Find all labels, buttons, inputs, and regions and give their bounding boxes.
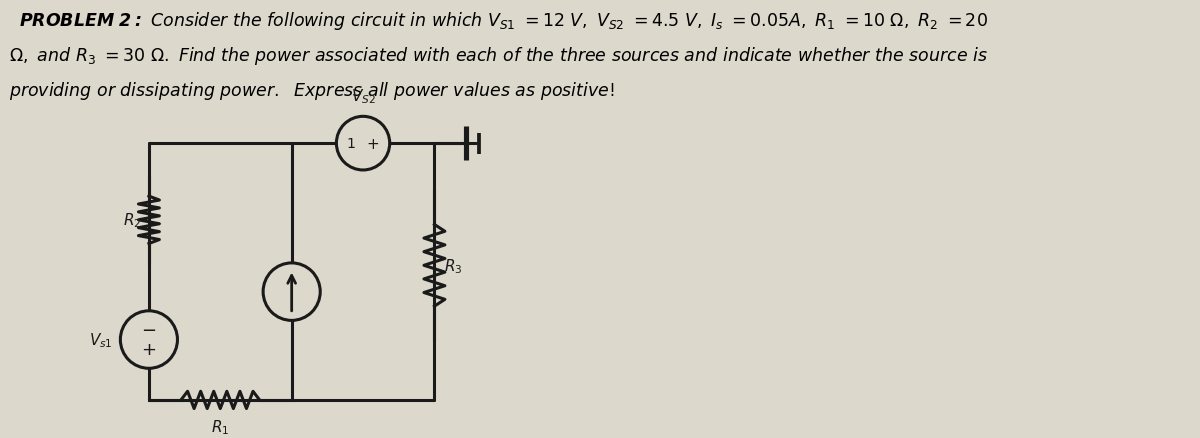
Text: $I_s$: $I_s$ xyxy=(269,287,281,306)
Text: $R_3$: $R_3$ xyxy=(444,256,462,275)
Text: $\it{providing\ or\ dissipating\ power.\ \ Express\ all\ power\ values\ as\ posi: $\it{providing\ or\ dissipating\ power.\… xyxy=(10,80,614,102)
Text: $V_{s1}$: $V_{s1}$ xyxy=(89,330,113,349)
Circle shape xyxy=(120,311,178,368)
Text: $V_{S2}$: $V_{S2}$ xyxy=(350,87,376,106)
Text: $R_2$: $R_2$ xyxy=(124,211,142,230)
Text: $R_1$: $R_1$ xyxy=(211,417,229,436)
Text: $\bfit{PROBLEM\ 2:}$ $\it{Consider\ the\ following\ circuit\ in\ which}$ $\it{V_: $\bfit{PROBLEM\ 2:}$ $\it{Consider\ the\… xyxy=(18,10,988,32)
Text: +: + xyxy=(367,136,379,151)
Circle shape xyxy=(263,263,320,321)
Text: $\it{\Omega,\ and\ R_3\ = 30\ \Omega.\ Find\ the\ power\ associated\ with\ each\: $\it{\Omega,\ and\ R_3\ = 30\ \Omega.\ F… xyxy=(10,46,988,67)
Text: 1: 1 xyxy=(347,137,355,151)
Text: +: + xyxy=(142,340,156,358)
Text: −: − xyxy=(142,321,156,339)
Circle shape xyxy=(336,117,390,170)
